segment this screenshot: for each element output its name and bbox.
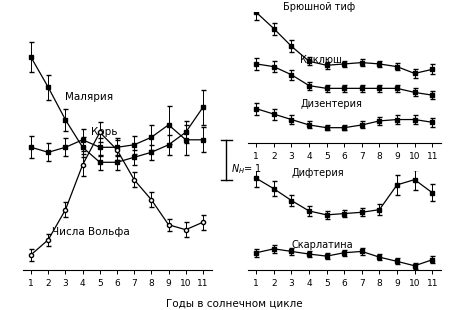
Text: Числа Вольфа: Числа Вольфа	[52, 227, 130, 237]
Text: Корь: Корь	[91, 127, 118, 137]
Text: Годы в солнечном цикле: Годы в солнечном цикле	[166, 299, 302, 309]
Text: $N_H$= 1: $N_H$= 1	[231, 162, 262, 176]
Text: Брюшной тиф: Брюшной тиф	[283, 2, 355, 12]
Text: Коклюш: Коклюш	[300, 55, 342, 64]
Text: Малярия: Малярия	[65, 92, 113, 102]
Text: Дизентерия: Дизентерия	[300, 99, 362, 109]
Text: Дифтерия: Дифтерия	[292, 168, 344, 178]
Text: Скарлатина: Скарлатина	[292, 240, 353, 250]
